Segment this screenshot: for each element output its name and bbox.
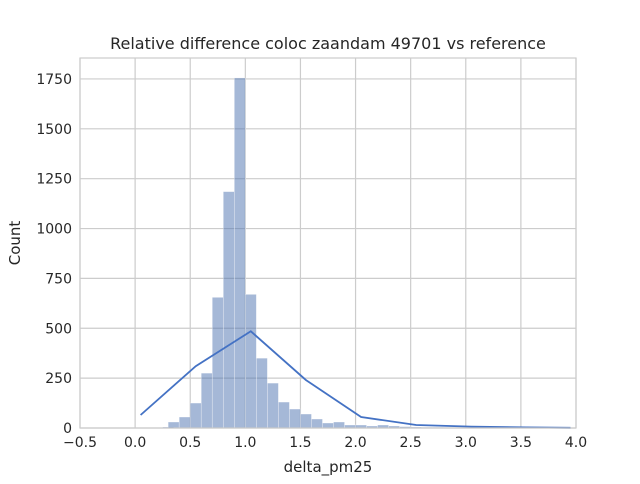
- x-tick-label: 0.5: [179, 435, 201, 451]
- histogram-bar: [256, 358, 267, 428]
- y-tick-label: 1500: [36, 122, 72, 138]
- y-tick-labels: 0 250 500 750 1000 1250 1500 1750: [36, 72, 72, 437]
- histogram-bar: [245, 294, 256, 428]
- y-tick-label: 1750: [36, 72, 72, 88]
- x-tick-label: 0.0: [124, 435, 146, 451]
- y-tick-label: 1000: [36, 222, 72, 238]
- y-tick-label: 750: [45, 271, 72, 287]
- plot-background: [80, 58, 576, 428]
- x-tick-label: 3.5: [510, 435, 532, 451]
- chart-title: Relative difference coloc zaandam 49701 …: [110, 34, 546, 53]
- histogram-bar: [311, 419, 322, 428]
- x-tick-label: 4.0: [565, 435, 587, 451]
- histogram-bar: [278, 402, 289, 428]
- histogram-bar: [300, 414, 311, 428]
- histogram-bar: [201, 373, 212, 428]
- y-tick-label: 250: [45, 371, 72, 387]
- x-axis-label: delta_pm25: [284, 458, 373, 477]
- x-tick-labels: −0.5 0.0 0.5 1.0 1.5 2.0 2.5 3.0 3.5 4.0: [63, 435, 587, 451]
- histogram-bar: [289, 409, 300, 428]
- y-tick-label: 1250: [36, 172, 72, 188]
- histogram-bar: [212, 297, 223, 428]
- histogram-bar: [334, 422, 345, 428]
- x-tick-label: 3.0: [455, 435, 477, 451]
- x-tick-label: −0.5: [63, 435, 97, 451]
- histogram-bar: [267, 383, 278, 428]
- histogram-bar: [168, 422, 179, 428]
- x-tick-label: 2.0: [344, 435, 366, 451]
- histogram-bar: [223, 192, 234, 428]
- y-axis-label: Count: [6, 221, 24, 266]
- histogram-bar: [190, 403, 201, 428]
- y-tick-label: 500: [45, 321, 72, 337]
- histogram-bar: [179, 417, 190, 428]
- x-tick-label: 1.0: [234, 435, 256, 451]
- x-tick-label: 1.5: [289, 435, 311, 451]
- histogram-bar: [234, 78, 245, 428]
- y-tick-label: 0: [63, 421, 72, 437]
- x-tick-label: 2.5: [400, 435, 422, 451]
- histogram-bar: [322, 423, 333, 428]
